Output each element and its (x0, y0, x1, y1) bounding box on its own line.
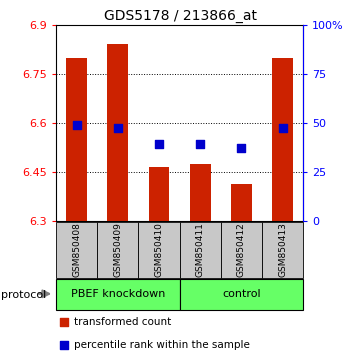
Bar (56, 279, 180, 310)
Text: PBEF knockdown: PBEF knockdown (71, 289, 165, 299)
Bar (149, 167, 169, 221)
Text: GSM850409: GSM850409 (113, 222, 122, 278)
Bar (66, 58, 87, 221)
Bar (262, 222, 303, 278)
Text: protocol: protocol (1, 290, 46, 299)
Point (61, 342, 66, 348)
Bar (272, 58, 293, 221)
Point (197, 142, 203, 147)
Bar (221, 222, 262, 278)
Bar (56, 222, 97, 278)
Text: GSM850410: GSM850410 (155, 222, 164, 278)
Bar (138, 222, 180, 278)
Text: GSM850411: GSM850411 (196, 222, 205, 278)
Text: GDS5178 / 213866_at: GDS5178 / 213866_at (104, 9, 257, 23)
Text: GSM850413: GSM850413 (278, 222, 287, 278)
Point (115, 125, 121, 131)
Text: transformed count: transformed count (74, 318, 171, 327)
Text: GSM850412: GSM850412 (237, 223, 246, 277)
Bar (231, 184, 252, 221)
Bar (97, 222, 138, 278)
Text: GSM850408: GSM850408 (72, 222, 81, 278)
Text: control: control (222, 289, 261, 299)
Bar (108, 45, 128, 221)
Bar (190, 164, 210, 221)
Bar (180, 222, 221, 278)
Point (156, 142, 162, 147)
Point (74, 122, 79, 128)
Point (239, 145, 244, 150)
Point (61, 320, 66, 325)
Text: percentile rank within the sample: percentile rank within the sample (74, 340, 250, 350)
Point (280, 125, 286, 131)
Bar (180, 279, 303, 310)
